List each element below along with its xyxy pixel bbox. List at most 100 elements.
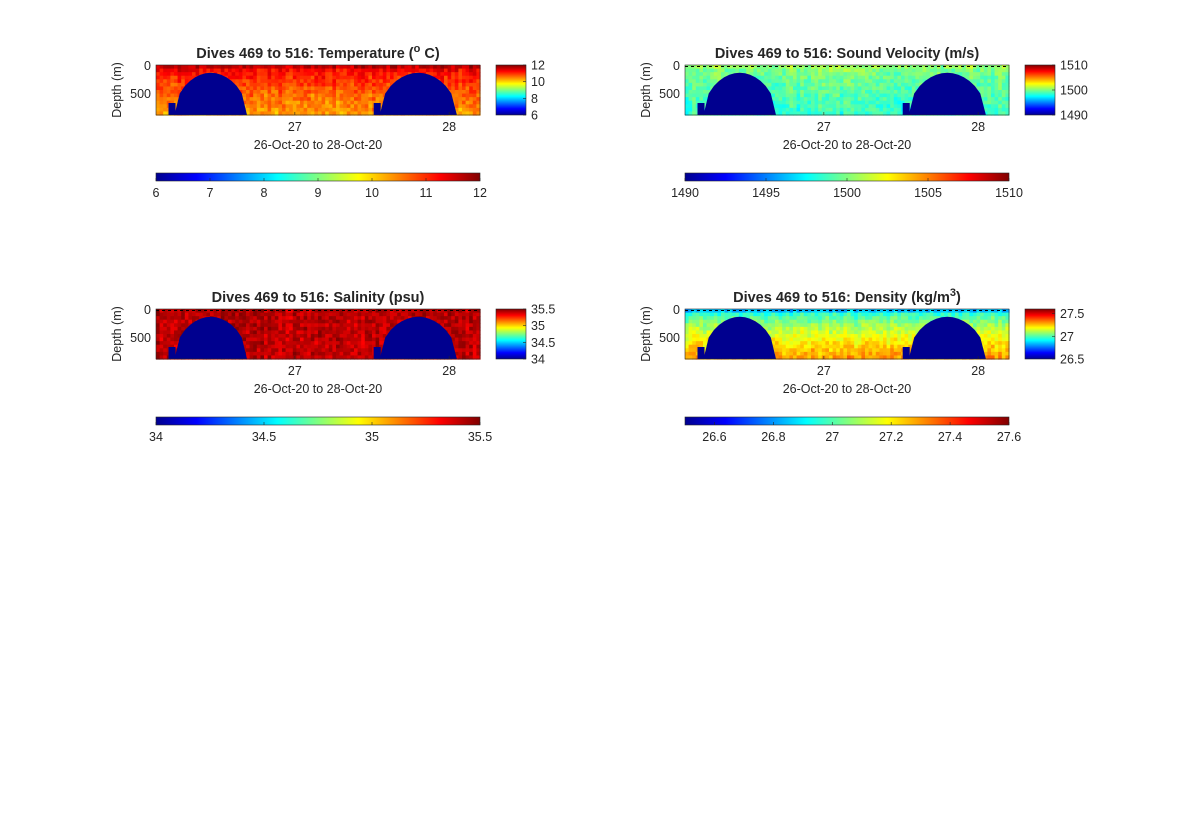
heatmap-cell bbox=[695, 309, 700, 314]
heatmap-cell bbox=[375, 86, 380, 91]
heatmap-cell bbox=[462, 330, 467, 335]
heatmap-cell bbox=[264, 334, 269, 339]
heatmap-cell bbox=[850, 344, 855, 349]
heatmap-cell bbox=[285, 72, 290, 77]
heatmap-cell bbox=[843, 337, 848, 342]
heatmap-cell bbox=[890, 312, 895, 317]
heatmap-cell bbox=[465, 100, 470, 105]
heatmap-cell bbox=[803, 323, 808, 328]
heatmap-cell bbox=[883, 90, 888, 95]
panel-4: Dives 469 to 516: Density (kg/m3)0500Dep… bbox=[639, 287, 1084, 444]
heatmap-cell bbox=[911, 326, 916, 332]
heatmap-cell bbox=[904, 100, 909, 105]
heatmap-cell bbox=[998, 100, 1003, 105]
heatmap-cell bbox=[195, 316, 200, 321]
heatmap-cell bbox=[444, 326, 449, 332]
x-axis-label: 26-Oct-20 to 28-Oct-20 bbox=[783, 138, 912, 152]
heatmap-cell bbox=[170, 75, 175, 80]
heatmap-cell bbox=[821, 326, 826, 332]
heatmap-cell bbox=[328, 330, 333, 335]
heatmap-cell bbox=[314, 100, 319, 105]
heatmap-cell bbox=[1001, 111, 1006, 116]
heatmap-cell bbox=[472, 312, 477, 317]
heatmap-cell bbox=[379, 344, 384, 349]
heatmap-cell bbox=[361, 90, 366, 95]
heatmap-cell bbox=[271, 341, 276, 346]
heatmap-cell bbox=[364, 93, 369, 98]
heatmap-cell bbox=[692, 351, 697, 357]
heatmap-cell bbox=[285, 341, 290, 346]
heatmap-cell bbox=[246, 65, 251, 70]
heatmap-cell bbox=[836, 316, 841, 321]
heatmap-cell bbox=[685, 65, 690, 70]
heatmap-cell bbox=[692, 316, 697, 321]
heatmap-cell bbox=[803, 337, 808, 342]
heatmap-cell bbox=[278, 104, 283, 109]
heatmap-cell bbox=[915, 68, 920, 73]
heatmap-cell bbox=[710, 312, 715, 317]
heatmap-cell bbox=[444, 68, 449, 73]
heatmap-cell bbox=[339, 330, 344, 335]
heatmap-cell bbox=[310, 72, 315, 77]
heatmap-cell bbox=[357, 97, 362, 102]
heatmap-cell bbox=[444, 316, 449, 321]
heatmap-cell bbox=[789, 337, 794, 342]
heatmap-cell bbox=[296, 68, 301, 73]
heatmap-cell bbox=[274, 65, 279, 70]
heatmap-cell bbox=[998, 104, 1003, 109]
heatmap-cell bbox=[332, 68, 337, 73]
heatmap-cell bbox=[260, 330, 265, 335]
heatmap-cell bbox=[865, 341, 870, 346]
heatmap-cell bbox=[274, 351, 279, 357]
heatmap-cell bbox=[354, 93, 359, 98]
heatmap-cell bbox=[872, 75, 877, 80]
heatmap-cell bbox=[800, 68, 805, 73]
heatmap-cell bbox=[159, 326, 164, 332]
heatmap-cell bbox=[404, 72, 409, 77]
heatmap-cell bbox=[908, 90, 913, 95]
heatmap-cell bbox=[307, 316, 312, 321]
heatmap-cell bbox=[318, 344, 323, 349]
heatmap-cell bbox=[865, 330, 870, 335]
heatmap-cell bbox=[271, 65, 276, 70]
heatmap-cell bbox=[271, 312, 276, 317]
heatmap-cell bbox=[994, 97, 999, 102]
heatmap-cell bbox=[264, 323, 269, 328]
heatmap-cell bbox=[271, 309, 276, 314]
heatmap-cell bbox=[1005, 79, 1010, 84]
heatmap-cell bbox=[447, 312, 452, 317]
heatmap-cell bbox=[908, 104, 913, 109]
heatmap-cell bbox=[991, 93, 996, 98]
heatmap-cell bbox=[962, 65, 967, 70]
heatmap-cell bbox=[692, 72, 697, 77]
heatmap-cell bbox=[235, 326, 240, 332]
heatmap-cell bbox=[883, 334, 888, 339]
heatmap-cell bbox=[292, 334, 297, 339]
heatmap-cell bbox=[296, 75, 301, 80]
heatmap-cell bbox=[274, 104, 279, 109]
heatmap-cell bbox=[868, 348, 873, 353]
heatmap-cell bbox=[246, 316, 251, 321]
heatmap-cell bbox=[206, 68, 211, 73]
heatmap-cell bbox=[847, 326, 852, 332]
heatmap-cell bbox=[184, 309, 189, 314]
heatmap-cell bbox=[911, 86, 916, 91]
heatmap-cell bbox=[267, 316, 272, 321]
heatmap-cell bbox=[354, 334, 359, 339]
heatmap-cell bbox=[274, 323, 279, 328]
heatmap-cell bbox=[454, 107, 459, 113]
heatmap-cell bbox=[796, 79, 801, 84]
heatmap-cell bbox=[433, 65, 438, 70]
heatmap-cell bbox=[382, 82, 387, 88]
heatmap-cell bbox=[177, 323, 182, 328]
heatmap-cell bbox=[472, 341, 477, 346]
heatmap-cell bbox=[368, 355, 373, 360]
heatmap-cell bbox=[811, 75, 816, 80]
heatmap-cell bbox=[159, 316, 164, 321]
heatmap-cell bbox=[836, 100, 841, 105]
heatmap-cell bbox=[782, 309, 787, 314]
heatmap-cell bbox=[336, 330, 341, 335]
heatmap-cell bbox=[922, 316, 927, 321]
heatmap-cell bbox=[728, 316, 733, 321]
heatmap-cell bbox=[739, 309, 744, 314]
